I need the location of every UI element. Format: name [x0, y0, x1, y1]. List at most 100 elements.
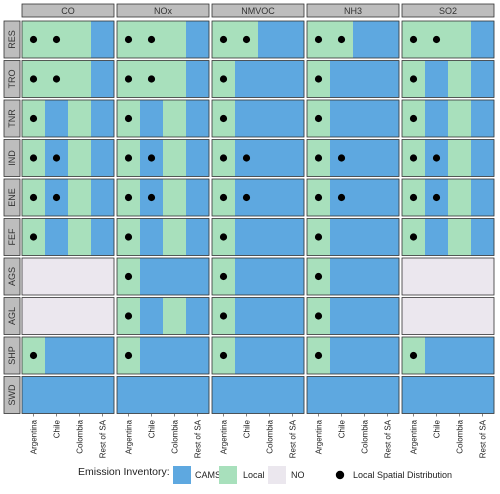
- row-strip-label-ene: ENE: [7, 188, 17, 207]
- cell-nmvoc-res-rest-of-sa: [281, 21, 305, 58]
- cell-co-shp-chile: [45, 337, 69, 374]
- panel-frame-nox-tnr: [116, 99, 210, 138]
- panel-frame-so2-ene: [401, 178, 495, 217]
- cell-nox-res-rest-of-sa: [186, 21, 210, 58]
- row-strip-agl: [3, 297, 21, 335]
- cell-nox-fef-rest-of-sa: [186, 218, 210, 256]
- column-strip-nox: [116, 3, 210, 18]
- panel-frame-nox-shp: [116, 336, 210, 375]
- cell-so2-tnr-chile: [425, 100, 449, 137]
- cell-nox-tro-rest-of-sa: [186, 60, 210, 98]
- cell-co-agl-rest-of-sa: [91, 297, 115, 335]
- panel-frame-nh3-swd: [306, 376, 400, 414]
- panel-frame-nox-res: [116, 20, 210, 59]
- cell-so2-swd-argentina: [402, 376, 426, 414]
- cell-co-fef-colombia: [68, 218, 92, 256]
- cell-nh3-shp-chile: [330, 337, 354, 374]
- cell-so2-ags-argentina: [402, 258, 426, 295]
- panel-frame-nmvoc-swd: [211, 376, 305, 414]
- cell-co-shp-rest-of-sa: [91, 337, 115, 374]
- cell-nox-fef-colombia: [163, 218, 187, 256]
- legend-dot-label: Local Spatial Distribution: [353, 470, 452, 480]
- cell-co-swd-argentina: [22, 376, 46, 414]
- panel-frame-so2-shp: [401, 336, 495, 375]
- cell-nh3-res-rest-of-sa: [376, 21, 400, 58]
- dot-nmvoc-fef-argentina: [219, 233, 228, 241]
- row-strip-label-tnr: TNR: [7, 109, 17, 128]
- dot-nox-ags-argentina: [124, 272, 133, 281]
- cell-nmvoc-shp-rest-of-sa: [281, 337, 305, 374]
- tick-label-nh3-rest-of-sa: Rest of SA: [384, 419, 393, 458]
- cell-nox-swd-rest-of-sa: [186, 376, 210, 414]
- cell-nmvoc-tro-colombia: [258, 60, 282, 98]
- panel-frame-co-tro: [21, 60, 115, 98]
- row-strip-fef: [3, 218, 21, 256]
- dot-nh3-res-argentina: [314, 35, 323, 44]
- row-strip-label-fef: FEF: [7, 228, 17, 246]
- dot-so2-ind-argentina: [409, 154, 418, 162]
- panel-frame-nmvoc-res: [211, 20, 305, 59]
- cell-so2-agl-argentina: [402, 297, 426, 335]
- tick-label-so2-chile: Chile: [433, 419, 442, 438]
- cell-nmvoc-shp-colombia: [258, 337, 282, 374]
- dot-nmvoc-ind-chile: [242, 154, 251, 162]
- cell-nh3-ags-rest-of-sa: [376, 258, 400, 295]
- cell-nmvoc-ind-rest-of-sa: [281, 139, 305, 177]
- cell-nh3-ind-rest-of-sa: [376, 139, 400, 177]
- panel-frame-nmvoc-agl: [211, 297, 305, 335]
- panel-frame-co-ind: [21, 139, 115, 177]
- panel-frame-nox-ene: [116, 178, 210, 217]
- cell-so2-tro-rest-of-sa: [471, 60, 495, 98]
- cell-nh3-agl-chile: [330, 297, 354, 335]
- cell-so2-agl-chile: [425, 297, 449, 335]
- dot-nmvoc-ind-argentina: [219, 154, 228, 162]
- cell-so2-tro-chile: [425, 60, 449, 98]
- cell-co-ind-colombia: [68, 139, 92, 177]
- label-layer: CO Argentina Chile Colombia Rest of SA NOx Arg…: [3, 3, 495, 458]
- cell-nh3-fef-rest-of-sa: [376, 218, 400, 256]
- dot-nox-res-argentina: [124, 35, 133, 44]
- cell-nox-shp-rest-of-sa: [186, 337, 210, 374]
- cell-nmvoc-res-colombia: [258, 21, 282, 58]
- tick-label-nmvoc-rest-of-sa: Rest of SA: [289, 419, 298, 458]
- cell-nmvoc-tro-rest-of-sa: [281, 60, 305, 98]
- dot-nmvoc-shp-argentina: [219, 351, 228, 360]
- cell-co-res-rest-of-sa: [91, 21, 115, 58]
- dot-nox-res-chile: [147, 35, 156, 44]
- frame-layer: [21, 20, 495, 414]
- cell-nox-ene-colombia: [163, 179, 187, 216]
- legend-title: Emission Inventory:: [78, 466, 170, 478]
- panel-frame-nmvoc-tnr: [211, 99, 305, 138]
- dot-nh3-ene-chile: [337, 193, 346, 202]
- cell-so2-shp-colombia: [448, 337, 472, 374]
- cell-so2-shp-rest-of-sa: [471, 337, 495, 374]
- tick-label-nh3-chile: Chile: [338, 419, 347, 438]
- panel-frame-so2-agl: [401, 297, 495, 335]
- cell-so2-ags-rest-of-sa: [471, 258, 495, 295]
- dot-nox-tro-argentina: [124, 75, 133, 83]
- cell-nox-agl-chile: [140, 297, 164, 335]
- cell-nmvoc-tnr-chile: [235, 100, 259, 137]
- panel-frame-nox-ind: [116, 139, 210, 177]
- legend-label-no: NO: [291, 470, 305, 480]
- cell-so2-res-rest-of-sa: [471, 21, 495, 58]
- cell-nh3-ags-chile: [330, 258, 354, 295]
- dot-nox-ene-chile: [147, 193, 156, 202]
- cell-nmvoc-ind-colombia: [258, 139, 282, 177]
- cell-nox-ags-rest-of-sa: [186, 258, 210, 295]
- panel-frame-co-agl: [21, 297, 115, 335]
- cell-nmvoc-fef-rest-of-sa: [281, 218, 305, 256]
- cell-co-res-colombia: [68, 21, 92, 58]
- dot-co-shp-argentina: [29, 351, 38, 360]
- panel-frame-so2-ind: [401, 139, 495, 177]
- dot-nox-ind-argentina: [124, 154, 133, 162]
- cell-nmvoc-agl-rest-of-sa: [281, 297, 305, 335]
- cell-nh3-tro-chile: [330, 60, 354, 98]
- cell-so2-agl-colombia: [448, 297, 472, 335]
- dot-nh3-ene-argentina: [314, 193, 323, 202]
- tick-label-nox-colombia: Colombia: [171, 419, 180, 453]
- cell-nox-tnr-chile: [140, 100, 164, 137]
- cell-so2-ind-rest-of-sa: [471, 139, 495, 177]
- column-strip-label-co: CO: [61, 6, 75, 16]
- tick-label-nh3-argentina: Argentina: [315, 419, 324, 454]
